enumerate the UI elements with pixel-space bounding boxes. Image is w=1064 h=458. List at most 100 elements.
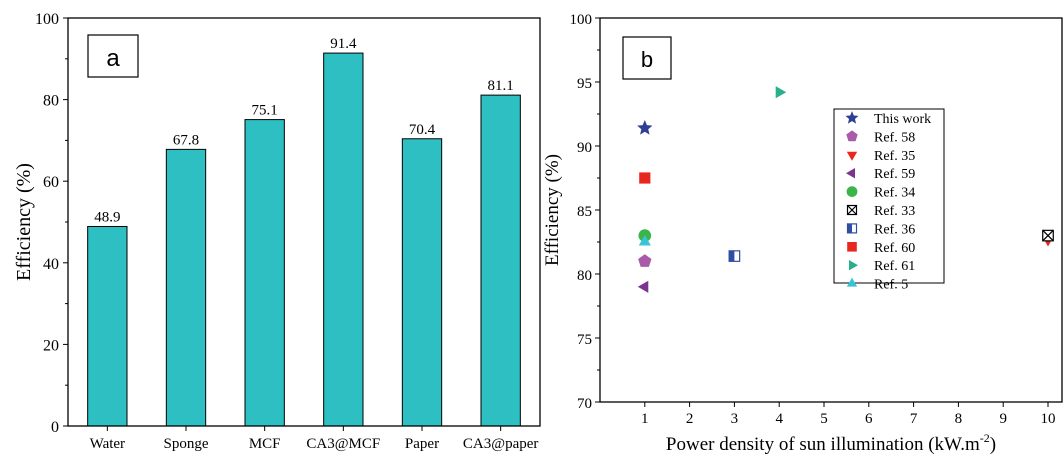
legend-marker-ref-5: [846, 277, 858, 287]
point-this-work-shape: [637, 120, 653, 135]
legend-label-ref-59: Ref. 59: [874, 167, 915, 182]
legend-marker-ref-59: [846, 168, 855, 179]
bar-sponge: [165, 148, 207, 427]
legend-label-ref-58: Ref. 58: [874, 130, 915, 145]
legend-marker-ref-33-shape: [847, 205, 857, 215]
data-label: 75.1: [252, 103, 278, 119]
x-tick-label: 8: [955, 411, 963, 427]
data-label: 67.8: [173, 132, 199, 148]
point-ref-5-shape: [638, 235, 651, 246]
legend-marker-this-work-shape: [845, 111, 859, 124]
point-ref-33: [1042, 229, 1054, 242]
legend-label-ref-36: Ref. 36: [874, 222, 915, 237]
axes-layer: Water Sponge MCF CA3@MCF Paper CA3@paper 0 20 40…: [35, 11, 538, 452]
legend-marker-ref-59-shape: [846, 168, 855, 179]
legend-marker-ref-35: [846, 151, 858, 161]
data-label: 81.1: [488, 78, 514, 94]
plot-frame: [67, 17, 541, 427]
point-this-work: [637, 120, 653, 135]
y-tick-label: 80: [577, 268, 592, 284]
legend-marker-this-work: [845, 111, 859, 124]
legend-marker-ref-34-shape: [846, 186, 858, 198]
x-tick-label: Water: [90, 436, 125, 452]
y-tick-label: 60: [43, 174, 59, 191]
x-tick-label: CA3@paper: [463, 436, 538, 452]
point-ref-60-shape: [639, 172, 651, 184]
y-tick-label: 100: [35, 11, 59, 28]
x-tick-label: 9: [999, 411, 1007, 427]
legend-marker-ref-33: [846, 204, 858, 216]
data-label: 48.9: [94, 209, 120, 225]
legend-marker-ref-35-shape: [846, 151, 858, 161]
x-tick-label: Paper: [405, 436, 439, 452]
x-tick-label: 3: [731, 411, 739, 427]
x-tick-label: 1: [641, 411, 649, 427]
legend-marker-ref-58: [846, 130, 858, 142]
point-ref-33-shape: [1042, 229, 1054, 242]
x-tick-label: Sponge: [164, 436, 209, 452]
legend-marker-ref-61-shape: [849, 260, 858, 271]
y-tick-label: 40: [43, 256, 59, 273]
point-ref-59-shape: [637, 280, 649, 293]
y-axis-label: Efficiency (%): [13, 163, 35, 281]
panel-label: b: [641, 47, 653, 72]
bars-layer: 48.9 67.8 75.1 91.4 70.4 81.1: [87, 36, 521, 427]
point-ref-59: [637, 280, 649, 293]
x-axis-label-superscript: -2: [980, 431, 990, 445]
point-ref-58-shape: [638, 254, 652, 267]
legend: This work Ref. 58 Ref. 35 Ref. 59 Ref. 34 Ref…: [845, 111, 931, 293]
data-label: 91.4: [330, 36, 357, 52]
point-ref-61-shape: [775, 86, 787, 99]
point-ref-60: [639, 172, 651, 184]
bar-ca3-mcf: [323, 52, 364, 427]
x-tick-label: 4: [775, 411, 783, 427]
bar-water: [87, 225, 128, 427]
x-tick-label: CA3@MCF: [306, 436, 380, 452]
x-tick-label: 2: [686, 411, 694, 427]
x-tick-label: 5: [820, 411, 828, 427]
x-axis-label-tail: ): [990, 434, 996, 455]
x-tick-label: 10: [1041, 411, 1056, 427]
legend-label-ref-60: Ref. 60: [874, 241, 915, 256]
point-ref-5: [638, 235, 651, 246]
axes-layer: 1 2 3 4 5 6 7 8 9 10 70 75 80 85 90 95 100: [570, 12, 1056, 427]
bar-mcf: [244, 119, 285, 427]
points-layer: [637, 86, 1055, 293]
x-axis-label-main: Power density of sun illumination (kW.m: [666, 434, 980, 455]
x-tick-label: MCF: [249, 436, 281, 452]
legend-label-ref-34: Ref. 34: [874, 186, 915, 201]
point-ref-36-shape: [729, 250, 735, 262]
legend-label-ref-61: Ref. 61: [874, 259, 915, 274]
y-tick-label: 0: [51, 419, 59, 436]
legend-marker-ref-60: [847, 242, 857, 252]
y-tick-label: 75: [577, 332, 592, 348]
x-tick-label: 6: [865, 411, 873, 427]
point-ref-58: [638, 254, 652, 267]
x-tick-label: 7: [910, 411, 918, 427]
y-axis-label: Efficiency (%): [542, 154, 563, 266]
point-ref-36: [728, 250, 741, 262]
panel-label-box: a: [87, 34, 139, 78]
scatter-chart-panel: 1 2 3 4 5 6 7 8 9 10 70 75 80 85 90 95 100 b Efficiency …: [542, 12, 1063, 455]
legend-marker-ref-58-shape: [846, 130, 858, 142]
panel-label: a: [106, 45, 120, 72]
bar-chart-panel: 48.9 67.8 75.1 91.4 70.4 81.1 Water Sponge MCF C…: [13, 11, 541, 452]
data-label: 70.4: [409, 122, 436, 138]
y-tick-label: 85: [577, 204, 592, 220]
legend-label-this-work: This work: [874, 112, 931, 127]
legend-label-ref-33: Ref. 33: [874, 204, 915, 219]
y-tick-label: 80: [43, 93, 59, 110]
legend-marker-ref-36-shape: [847, 223, 852, 233]
legend-marker-ref-60-shape: [847, 242, 857, 252]
y-tick-label: 100: [570, 12, 593, 28]
point-ref-61: [775, 86, 787, 99]
bar-ca3-paper: [480, 94, 521, 427]
legend-marker-ref-34: [846, 186, 858, 198]
y-tick-label: 95: [577, 76, 592, 92]
legend-label-ref-5: Ref. 5: [874, 278, 908, 293]
panel-label-box: b: [622, 36, 672, 80]
legend-marker-ref-36: [846, 223, 858, 234]
legend-label-ref-35: Ref. 35: [874, 149, 915, 164]
legend-marker-ref-61: [849, 260, 858, 271]
